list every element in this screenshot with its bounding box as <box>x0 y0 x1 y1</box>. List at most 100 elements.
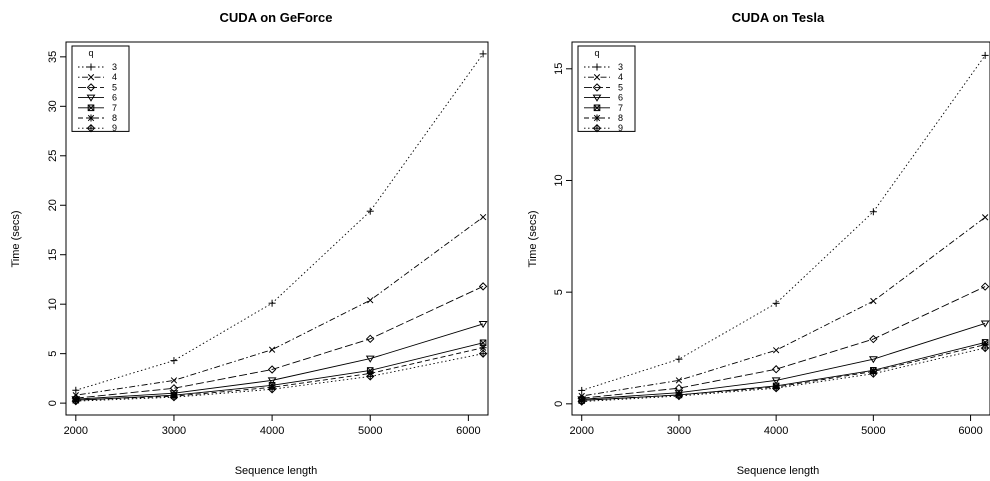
plot-frame <box>571 41 990 416</box>
legend-entry-label: 6 <box>618 93 623 103</box>
series-line-q6 <box>75 323 484 400</box>
legend-title: q <box>88 48 93 58</box>
legend-marker <box>592 123 602 133</box>
legend-title: q <box>594 48 599 58</box>
data-point-q9 <box>267 385 277 394</box>
data-point-q9 <box>366 372 375 381</box>
data-point-q3 <box>772 299 780 307</box>
legend-marker <box>87 104 95 112</box>
x-tick-label: 2000 <box>64 425 88 437</box>
legend-entry-label: 6 <box>112 93 117 103</box>
data-point-q9 <box>869 369 878 378</box>
chart-title: CUDA on Tesla <box>732 10 825 25</box>
legend-marker <box>86 83 96 92</box>
legend-entry-label: 3 <box>618 62 623 72</box>
legend-marker <box>87 63 95 71</box>
series-line-q4 <box>581 216 986 397</box>
legend-entry-label: 3 <box>112 62 117 72</box>
y-tick-label: 35 <box>47 51 59 63</box>
legend-marker <box>593 104 601 112</box>
plot-frame <box>65 41 489 416</box>
legend-entry-label: 8 <box>112 113 117 123</box>
data-point-q4 <box>675 377 683 384</box>
legend-marker <box>592 94 602 102</box>
data-point-q3 <box>981 51 989 59</box>
legend-marker <box>86 123 96 133</box>
y-tick-label: 15 <box>47 249 59 261</box>
x-tick-label: 5000 <box>861 425 885 437</box>
y-tick-label: 20 <box>47 199 59 211</box>
x-tick-label: 6000 <box>456 425 480 437</box>
data-point-q5 <box>267 365 277 374</box>
data-point-q5 <box>980 282 990 291</box>
y-axis-label: Time (secs) <box>10 210 22 267</box>
legend-entry-label: 4 <box>112 72 117 82</box>
x-tick-label: 6000 <box>958 425 982 437</box>
data-point-q6 <box>365 355 375 363</box>
series-line-q3 <box>581 55 986 391</box>
x-axis-label: Sequence length <box>737 465 820 477</box>
data-point-q5 <box>169 384 179 393</box>
series-line-q7 <box>75 342 484 401</box>
data-point-q3 <box>869 208 877 216</box>
data-point-q6 <box>868 356 878 364</box>
y-tick-label: 25 <box>47 150 59 162</box>
y-tick-label: 5 <box>47 351 59 357</box>
data-point-q9 <box>674 391 684 401</box>
x-tick-label: 3000 <box>162 425 186 437</box>
data-point-q3 <box>675 355 683 363</box>
legend-entry-label: 5 <box>112 82 117 92</box>
chart-title: CUDA on GeForce <box>220 10 333 25</box>
legend-entry-label: 4 <box>618 72 623 82</box>
data-point-q3 <box>170 357 178 365</box>
data-point-q5 <box>771 365 781 374</box>
y-tick-label: 30 <box>47 100 59 112</box>
data-point-q5 <box>478 282 488 291</box>
chart-geforce: CUDA on GeForce Sequence length Time (se… <box>10 10 489 477</box>
data-point-q9 <box>980 343 990 353</box>
data-point-q3 <box>578 386 586 394</box>
series-line-q6 <box>581 322 986 400</box>
data-point-q6 <box>478 321 488 329</box>
data-point-q4 <box>367 297 374 304</box>
data-point-q5 <box>869 334 878 344</box>
data-point-q9 <box>577 397 586 406</box>
y-tick-label: 5 <box>553 289 565 295</box>
legend-entry-label: 9 <box>618 123 623 133</box>
data-point-q4 <box>479 213 487 221</box>
legend-entry-label: 9 <box>112 123 117 133</box>
data-point-q4 <box>772 347 780 354</box>
data-point-q6 <box>771 377 781 385</box>
data-point-q9 <box>478 349 488 358</box>
y-tick-label: 10 <box>47 298 59 310</box>
legend-marker <box>593 63 601 71</box>
data-point-q3 <box>479 50 487 58</box>
chart-tesla: CUDA on Tesla Sequence length Time (secs… <box>527 10 990 477</box>
data-point-q4 <box>170 377 178 384</box>
y-tick-label: 0 <box>47 400 59 406</box>
series-line-q3 <box>75 53 484 391</box>
x-tick-label: 5000 <box>358 425 382 437</box>
data-point-q9 <box>169 392 179 402</box>
legend-entry-label: 8 <box>618 113 623 123</box>
data-point-q6 <box>980 320 990 328</box>
data-point-q5 <box>366 334 375 344</box>
legend-box <box>577 45 636 132</box>
y-tick-label: 10 <box>553 174 565 186</box>
data-point-q3 <box>72 386 80 394</box>
data-point-q3 <box>268 299 276 307</box>
data-point-q4 <box>981 214 989 221</box>
data-point-q4 <box>268 346 276 353</box>
legend-marker <box>87 74 95 81</box>
legend-marker <box>593 114 601 122</box>
x-tick-label: 3000 <box>667 425 691 437</box>
legend-marker <box>592 83 602 92</box>
legend-box <box>71 45 130 132</box>
legend-entry-label: 5 <box>618 82 623 92</box>
data-point-q9 <box>71 396 81 406</box>
